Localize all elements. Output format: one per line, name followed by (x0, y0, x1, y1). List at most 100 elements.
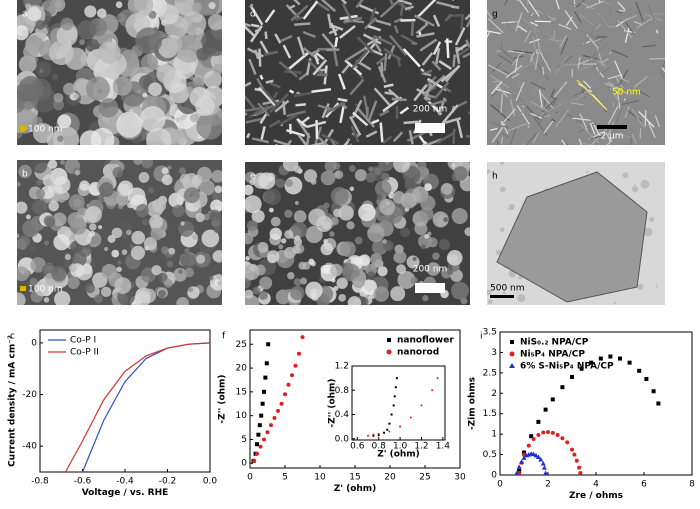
point (286, 382, 291, 387)
texture (17, 266, 30, 282)
texture (180, 252, 197, 269)
texture (571, 120, 579, 129)
texture (464, 13, 470, 21)
texture (346, 259, 352, 264)
x-axis-label: Zre / ohms (569, 491, 623, 501)
point (367, 434, 370, 437)
texture (85, 206, 102, 223)
point (409, 416, 412, 419)
texture (662, 103, 665, 106)
texture (112, 167, 124, 178)
texture (527, 125, 530, 128)
texture (270, 216, 281, 227)
texture (500, 227, 505, 232)
y-tick-label: 0 (241, 459, 247, 469)
texture (306, 120, 327, 129)
texture (344, 138, 351, 145)
texture (330, 217, 339, 226)
texture (412, 256, 417, 261)
texture (408, 130, 414, 145)
texture (291, 221, 308, 239)
texture (460, 13, 465, 30)
texture (487, 10, 493, 20)
point (262, 437, 266, 442)
texture (196, 254, 206, 264)
texture (36, 179, 43, 186)
texture (142, 92, 148, 98)
texture (662, 59, 665, 67)
texture (134, 290, 151, 305)
x-tick-label: 6 (641, 480, 647, 490)
texture (646, 76, 651, 88)
texture (507, 123, 527, 132)
texture (578, 122, 597, 134)
texture (492, 62, 502, 73)
texture (252, 286, 261, 295)
point (644, 376, 649, 381)
point (618, 356, 622, 361)
texture (533, 54, 549, 58)
texture (410, 276, 418, 285)
texture (142, 218, 149, 226)
texture (168, 247, 176, 255)
panel-label: e (250, 172, 256, 182)
y-tick-label: 0.5 (483, 450, 497, 460)
point (264, 361, 269, 366)
texture (293, 278, 302, 286)
texture (297, 134, 308, 145)
point (255, 451, 259, 456)
texture (330, 187, 349, 205)
texture (383, 53, 388, 72)
texture (640, 58, 656, 74)
texture (279, 113, 298, 126)
texture (187, 287, 194, 293)
texture (634, 21, 642, 26)
legend-swatch (387, 338, 391, 342)
texture (313, 54, 320, 65)
texture (308, 258, 315, 265)
texture (278, 60, 298, 78)
texture (397, 0, 413, 6)
texture (528, 52, 537, 66)
texture (186, 86, 194, 94)
point (279, 401, 284, 406)
texture (516, 104, 530, 125)
texture (181, 11, 207, 36)
texture (74, 170, 81, 176)
texture (248, 104, 269, 118)
texture (400, 192, 417, 209)
texture (35, 20, 46, 30)
texture (532, 36, 536, 50)
texture (245, 25, 255, 37)
texture (22, 219, 40, 238)
texture (608, 0, 611, 16)
x-tick-label: 5 (282, 473, 288, 483)
x-tick-label: 15 (349, 473, 360, 483)
legend-label: nanorod (397, 348, 439, 358)
texture (245, 256, 250, 261)
point (283, 392, 287, 397)
texture (554, 55, 569, 76)
texture (98, 41, 121, 64)
texture (116, 266, 122, 273)
texture (93, 294, 104, 304)
y-tick-label: -20 (22, 390, 37, 400)
texture (51, 265, 67, 282)
texture (490, 81, 503, 95)
texture (446, 250, 463, 266)
texture (518, 100, 530, 117)
texture (314, 126, 323, 144)
texture (49, 40, 74, 66)
texture (57, 114, 72, 129)
texture (246, 220, 258, 232)
texture (418, 135, 428, 145)
texture (350, 125, 360, 143)
texture (31, 160, 48, 174)
texture (420, 69, 433, 76)
texture (505, 89, 524, 102)
texture (307, 59, 327, 78)
texture (64, 254, 71, 261)
texture (273, 91, 279, 99)
texture (541, 66, 545, 75)
point (550, 430, 555, 435)
